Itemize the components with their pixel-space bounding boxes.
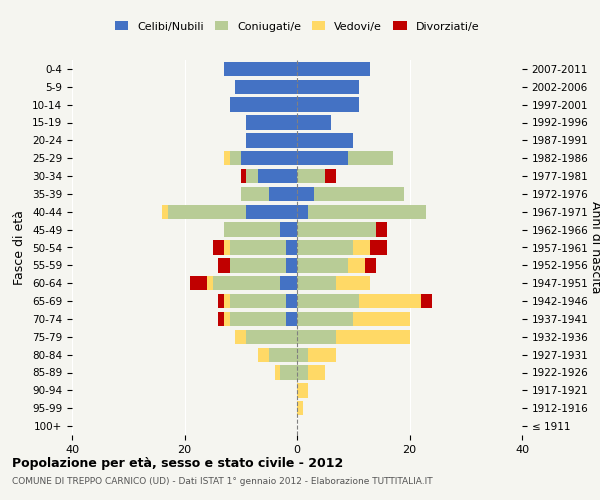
Bar (257, 348, 269, 362)
Bar (286, 258, 297, 272)
Bar (297, 240, 353, 254)
Bar (257, 169, 297, 183)
Text: COMUNE DI TREPPO CARNICO (UD) - Dati ISTAT 1° gennaio 2012 - Elaborazione TUTTIT: COMUNE DI TREPPO CARNICO (UD) - Dati IST… (12, 478, 433, 486)
Legend: Celibi/Nubili, Coniugati/e, Vedovi/e, Divorziati/e: Celibi/Nubili, Coniugati/e, Vedovi/e, Di… (110, 17, 484, 36)
Bar (359, 294, 421, 308)
Bar (218, 294, 224, 308)
Bar (229, 151, 241, 166)
Bar (297, 151, 347, 166)
Bar (269, 348, 297, 362)
Bar (229, 312, 286, 326)
Bar (297, 401, 302, 415)
Bar (212, 276, 280, 290)
Bar (297, 169, 325, 183)
Bar (297, 348, 308, 362)
Bar (297, 276, 337, 290)
Bar (297, 116, 331, 130)
Bar (376, 222, 387, 237)
Bar (308, 348, 337, 362)
Bar (297, 312, 353, 326)
Bar (297, 366, 308, 380)
Bar (347, 151, 392, 166)
Y-axis label: Anni di nascita: Anni di nascita (589, 201, 600, 294)
Bar (297, 62, 370, 76)
Text: Popolazione per età, sesso e stato civile - 2012: Popolazione per età, sesso e stato civil… (12, 458, 343, 470)
Bar (235, 80, 297, 94)
Bar (241, 151, 297, 166)
Bar (280, 276, 297, 290)
Bar (162, 204, 167, 219)
Bar (325, 169, 337, 183)
Bar (241, 187, 269, 201)
Bar (224, 294, 229, 308)
Bar (241, 169, 247, 183)
Bar (297, 98, 359, 112)
Bar (224, 240, 229, 254)
Bar (224, 151, 229, 166)
Bar (224, 62, 297, 76)
Bar (421, 294, 432, 308)
Bar (353, 240, 370, 254)
Bar (218, 258, 229, 272)
Bar (190, 276, 207, 290)
Bar (229, 98, 297, 112)
Bar (286, 312, 297, 326)
Bar (247, 169, 257, 183)
Bar (247, 204, 297, 219)
Bar (247, 133, 297, 148)
Bar (224, 222, 280, 237)
Bar (337, 276, 370, 290)
Bar (286, 240, 297, 254)
Bar (337, 330, 409, 344)
Bar (269, 187, 297, 201)
Bar (297, 133, 353, 148)
Bar (297, 383, 308, 398)
Bar (308, 366, 325, 380)
Bar (297, 204, 308, 219)
Bar (247, 330, 297, 344)
Y-axis label: Fasce di età: Fasce di età (13, 210, 26, 285)
Bar (212, 240, 224, 254)
Bar (207, 276, 212, 290)
Bar (286, 294, 297, 308)
Bar (224, 312, 229, 326)
Bar (280, 222, 297, 237)
Bar (297, 330, 337, 344)
Bar (308, 204, 427, 219)
Bar (297, 222, 376, 237)
Bar (229, 294, 286, 308)
Bar (297, 187, 314, 201)
Bar (297, 258, 347, 272)
Bar (314, 187, 404, 201)
Bar (353, 312, 409, 326)
Bar (235, 330, 247, 344)
Bar (218, 312, 224, 326)
Bar (347, 258, 365, 272)
Bar (297, 80, 359, 94)
Bar (167, 204, 247, 219)
Bar (370, 240, 387, 254)
Bar (275, 366, 280, 380)
Bar (229, 240, 286, 254)
Bar (297, 294, 359, 308)
Bar (280, 366, 297, 380)
Bar (365, 258, 376, 272)
Bar (247, 116, 297, 130)
Bar (229, 258, 286, 272)
